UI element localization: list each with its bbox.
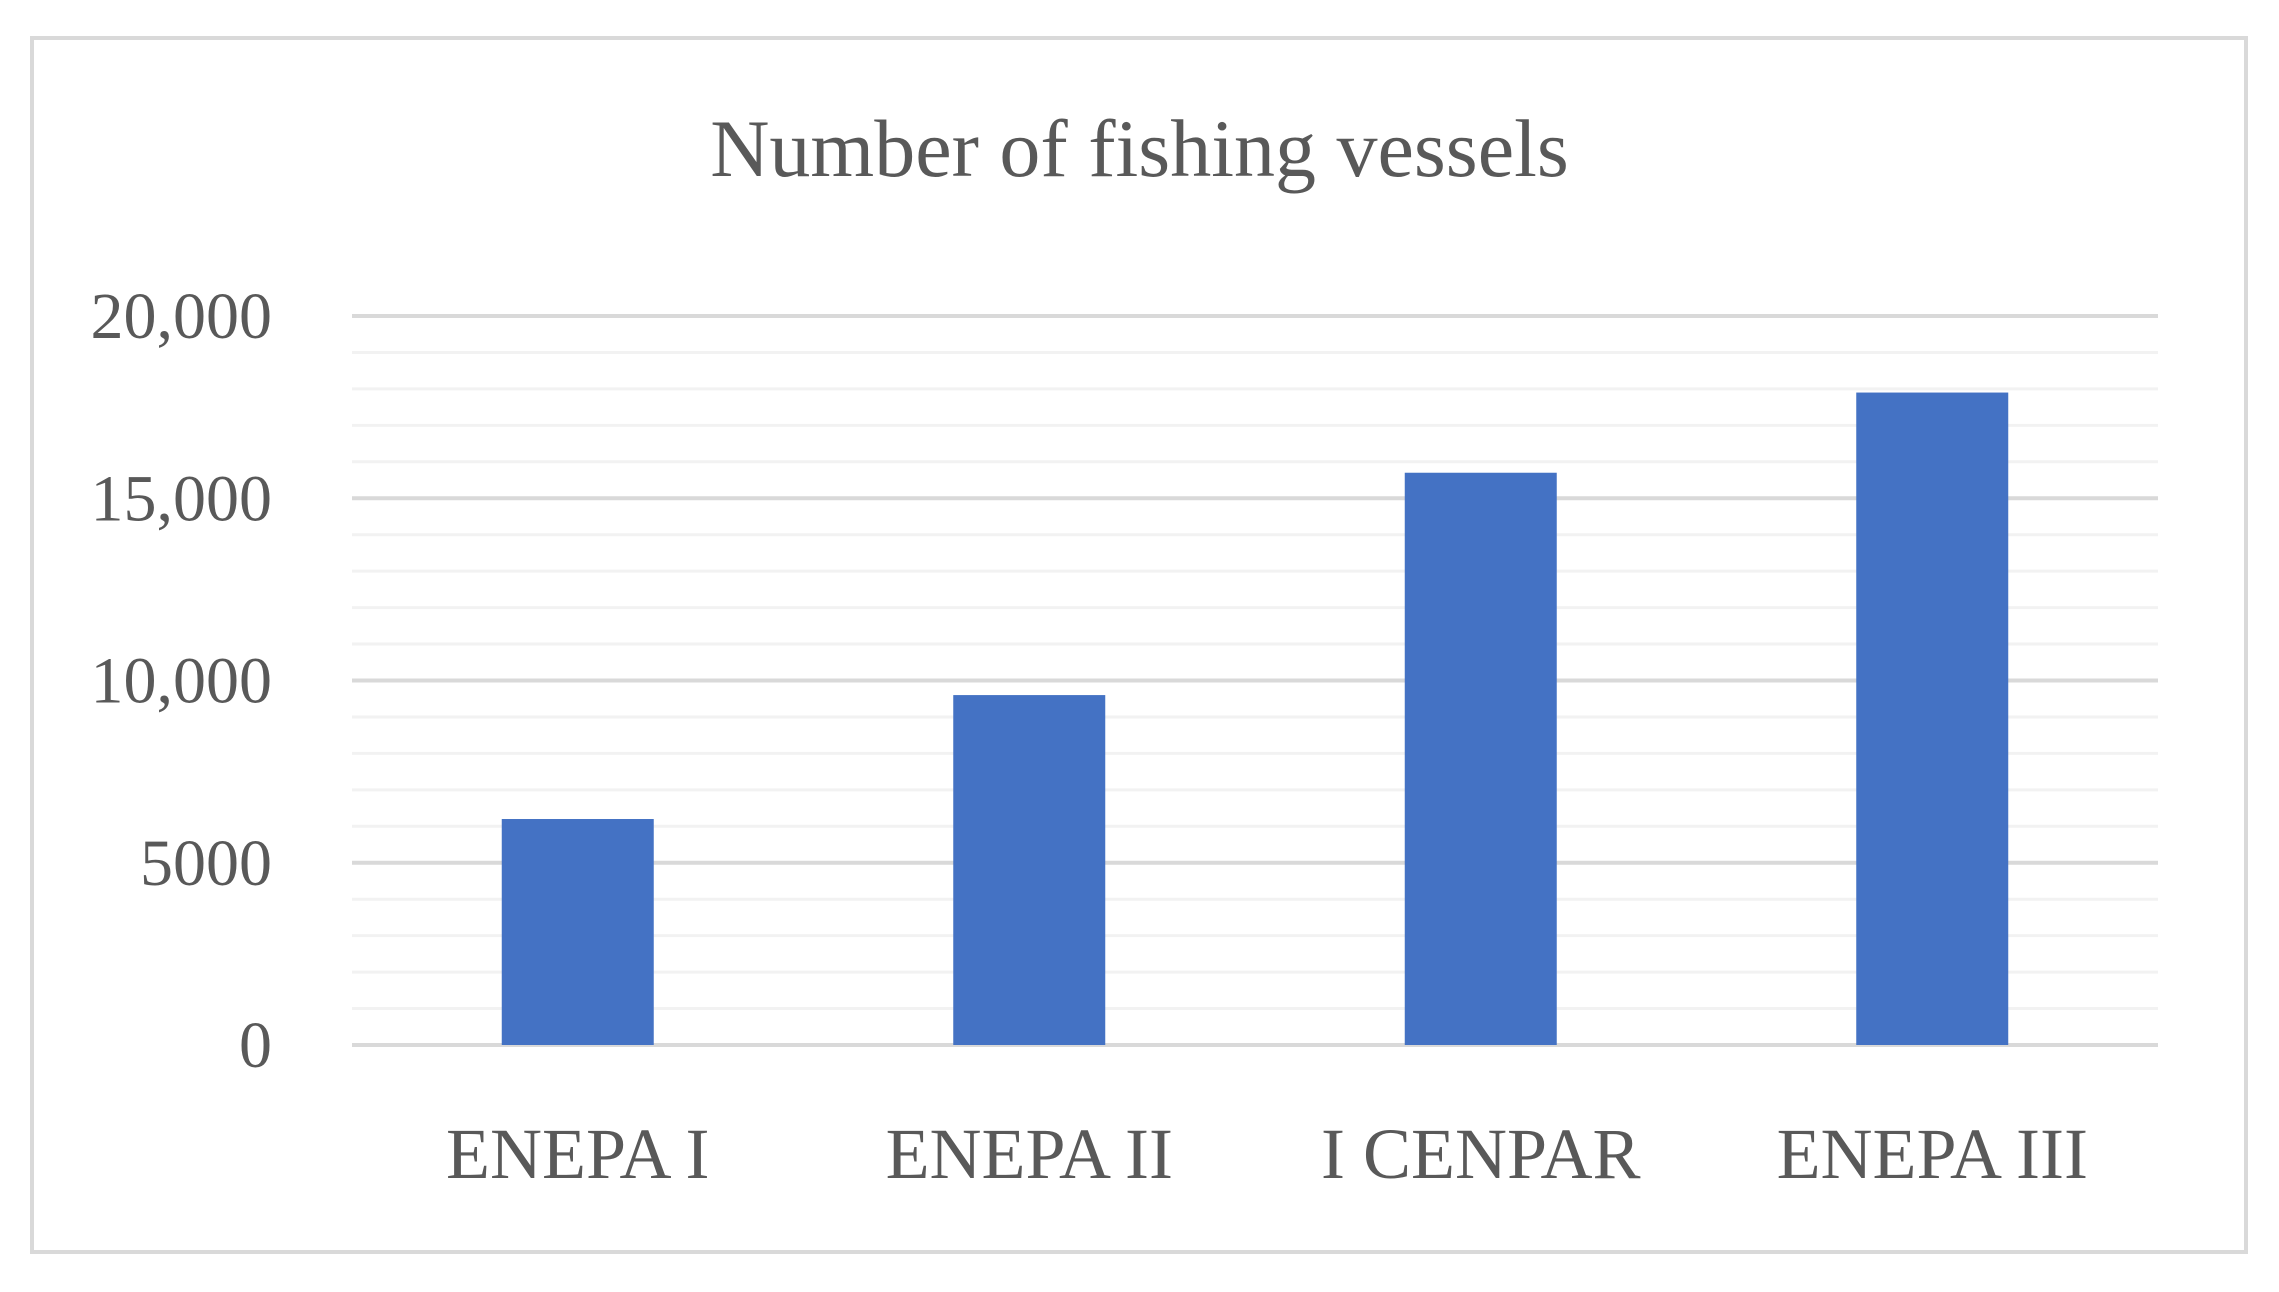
bar-enepa-iii xyxy=(1856,392,2009,1045)
y-tick-label: 15,000 xyxy=(91,462,273,535)
x-axis-tick-labels: ENEPA I ENEPA II I CENPAR ENEPA III xyxy=(446,1114,2088,1194)
y-axis-tick-labels: 0 5000 10,000 15,000 20,000 xyxy=(91,280,273,1082)
x-tick-label: ENEPA I xyxy=(446,1114,709,1194)
y-tick-label: 20,000 xyxy=(91,280,273,353)
x-tick-label: ENEPA III xyxy=(1777,1114,2088,1194)
x-tick-label: I CENPAR xyxy=(1321,1114,1640,1194)
bars xyxy=(501,392,2009,1045)
bar-enepa-i xyxy=(501,819,654,1045)
y-tick-label: 10,000 xyxy=(91,645,273,718)
bar-enepa-ii xyxy=(953,695,1106,1045)
y-tick-label: 5000 xyxy=(140,827,272,900)
x-tick-label: ENEPA II xyxy=(886,1114,1173,1194)
chart-title: Number of fishing vessels xyxy=(710,103,1569,194)
y-tick-label: 0 xyxy=(239,1009,272,1082)
bar-i-cenpar xyxy=(1404,472,1557,1045)
